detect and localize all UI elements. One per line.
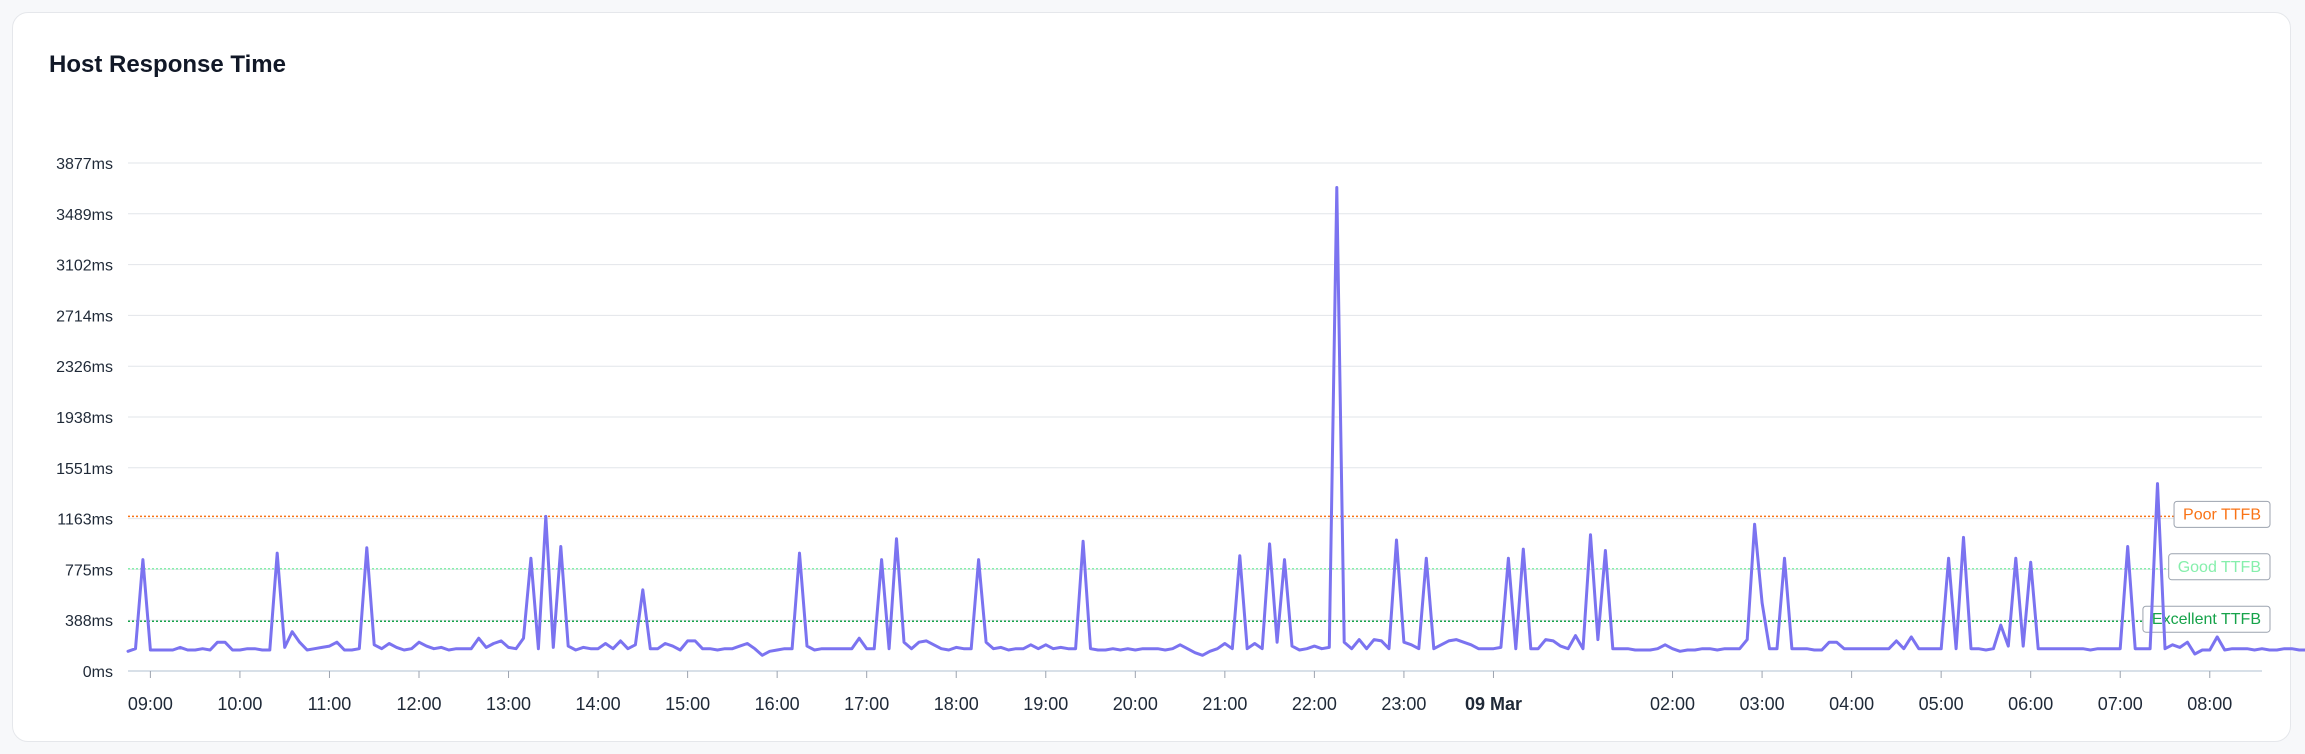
reference-label-box bbox=[2173, 500, 2271, 528]
x-tick-label: 23:00 bbox=[1381, 694, 1426, 714]
reference-lines: Poor TTFB Good TTFB Excellent TTFB bbox=[128, 500, 2271, 633]
x-tick-label: 20:00 bbox=[1113, 694, 1158, 714]
x-tick-label: 15:00 bbox=[665, 694, 710, 714]
x-tick-label: 18:00 bbox=[934, 694, 979, 714]
x-tick-label: 05:00 bbox=[1919, 694, 1964, 714]
x-tick-label: 16:00 bbox=[755, 694, 800, 714]
x-tick-label: 13:00 bbox=[486, 694, 531, 714]
reference-label-text: Excellent TTFB bbox=[2152, 611, 2261, 628]
y-tick-label: 775ms bbox=[65, 562, 113, 579]
x-tick-label: 08:00 bbox=[2187, 694, 2232, 714]
reference-label: Poor TTFB bbox=[2173, 500, 2271, 528]
x-tick-label: 09:00 bbox=[128, 694, 173, 714]
y-tick-label: 1938ms bbox=[56, 410, 113, 427]
x-tick-label: 06:00 bbox=[2008, 694, 2053, 714]
reference-label-box bbox=[2142, 605, 2271, 633]
reference-label-text: Good TTFB bbox=[2178, 559, 2261, 576]
x-tick-label: 04:00 bbox=[1829, 694, 1874, 714]
x-tick-label: 02:00 bbox=[1650, 694, 1695, 714]
axes: 0ms 388ms 775ms 1163ms 1551ms 1938ms 2326ms 271… bbox=[56, 156, 2232, 714]
reference-label-text: Poor TTFB bbox=[2183, 506, 2261, 523]
x-tick-label: 14:00 bbox=[576, 694, 621, 714]
grid-lines bbox=[128, 162, 2262, 672]
y-tick-label: 3102ms bbox=[56, 258, 113, 275]
x-tick-label: 11:00 bbox=[308, 694, 352, 714]
x-tick-label: 21:00 bbox=[1202, 694, 1247, 714]
y-tick-label: 1551ms bbox=[56, 461, 113, 478]
x-tick-label: 10:00 bbox=[217, 694, 262, 714]
x-tick-label: 03:00 bbox=[1740, 694, 1785, 714]
reference-label-box bbox=[2168, 553, 2271, 581]
x-tick-label: 22:00 bbox=[1292, 694, 1337, 714]
y-tick-label: 3489ms bbox=[56, 207, 113, 224]
y-tick-label: 3877ms bbox=[56, 156, 113, 173]
x-tick-label: 19:00 bbox=[1023, 694, 1068, 714]
reference-label: Excellent TTFB bbox=[2142, 605, 2271, 633]
x-tick-label: 12:00 bbox=[396, 694, 441, 714]
reference-label: Good TTFB bbox=[2168, 553, 2271, 581]
x-tick-label: 17:00 bbox=[844, 694, 889, 714]
y-tick-label: 388ms bbox=[65, 613, 113, 630]
x-tick-label: 09 Mar bbox=[1465, 694, 1522, 714]
y-tick-label: 0ms bbox=[83, 664, 113, 681]
series-line bbox=[126, 186, 2305, 657]
series-layer bbox=[126, 186, 2305, 657]
chart-title: Host Response Time bbox=[49, 51, 286, 78]
x-tick-label: 07:00 bbox=[2098, 694, 2143, 714]
y-tick-label: 2326ms bbox=[56, 359, 113, 376]
y-tick-label: 1163ms bbox=[57, 512, 113, 529]
y-tick-label: 2714ms bbox=[56, 308, 113, 325]
